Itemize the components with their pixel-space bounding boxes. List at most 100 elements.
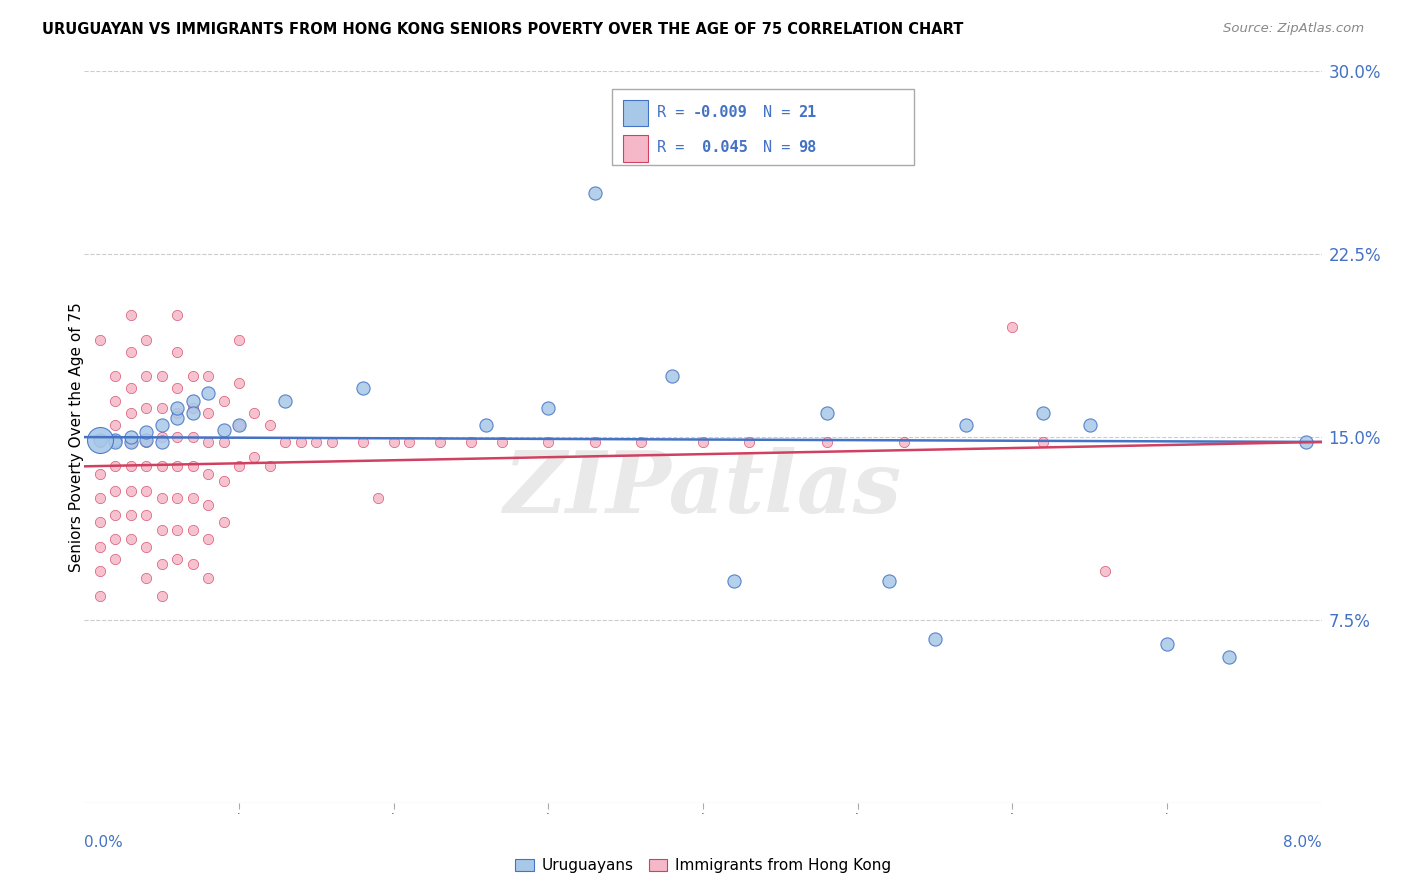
Point	[692, 434, 714, 449]
Point	[150, 430, 173, 444]
Point	[104, 393, 127, 408]
Point	[321, 434, 343, 449]
Point	[228, 459, 250, 474]
Point	[212, 474, 235, 488]
Point	[104, 533, 127, 547]
Point	[89, 589, 111, 603]
Point	[166, 344, 188, 359]
Point	[212, 393, 235, 408]
Point	[120, 406, 142, 420]
Point	[89, 434, 111, 449]
Point	[150, 434, 173, 449]
Point	[104, 459, 127, 474]
Text: 98: 98	[799, 140, 817, 155]
Point	[150, 417, 173, 432]
Point	[135, 572, 157, 586]
Point	[89, 516, 111, 530]
Point	[692, 88, 714, 103]
Point	[197, 533, 219, 547]
Point	[212, 423, 235, 437]
Point	[1156, 637, 1178, 651]
Point	[120, 434, 142, 449]
Point	[166, 308, 188, 322]
Point	[166, 552, 188, 566]
Point	[104, 483, 127, 498]
Point	[135, 540, 157, 554]
Point	[150, 589, 173, 603]
Point	[104, 508, 127, 522]
Point	[1032, 406, 1054, 420]
Point	[1218, 649, 1240, 664]
Point	[135, 483, 157, 498]
Point	[661, 369, 683, 384]
Point	[877, 574, 900, 588]
Point	[429, 434, 451, 449]
Point	[120, 533, 142, 547]
Point	[815, 406, 838, 420]
Point	[166, 410, 188, 425]
Point	[815, 434, 838, 449]
Point	[135, 401, 157, 415]
Text: N =: N =	[763, 104, 800, 120]
Point	[228, 417, 250, 432]
Text: URUGUAYAN VS IMMIGRANTS FROM HONG KONG SENIORS POVERTY OVER THE AGE OF 75 CORREL: URUGUAYAN VS IMMIGRANTS FROM HONG KONG S…	[42, 22, 963, 37]
Point	[89, 491, 111, 505]
Point	[104, 434, 127, 449]
Point	[197, 572, 219, 586]
Point	[630, 434, 652, 449]
Point	[243, 450, 266, 464]
Point	[104, 433, 127, 447]
Point	[150, 401, 173, 415]
Point	[135, 425, 157, 440]
Point	[150, 557, 173, 571]
Point	[104, 434, 127, 449]
Point	[166, 430, 188, 444]
Point	[181, 430, 204, 444]
Point	[135, 369, 157, 384]
Point	[166, 491, 188, 505]
Point	[274, 393, 297, 408]
Point	[89, 333, 111, 347]
Point	[120, 344, 142, 359]
Point	[723, 574, 745, 588]
Point	[166, 523, 188, 537]
Point	[228, 376, 250, 391]
Point	[150, 369, 173, 384]
Point	[352, 381, 374, 395]
Point	[290, 434, 312, 449]
Point	[104, 552, 127, 566]
Text: R =: R =	[657, 140, 693, 155]
Text: 21: 21	[799, 104, 817, 120]
Point	[181, 523, 204, 537]
Point	[274, 434, 297, 449]
Point	[135, 433, 157, 447]
Point	[197, 467, 219, 481]
Point	[166, 381, 188, 395]
Text: 8.0%: 8.0%	[1282, 836, 1322, 850]
Text: 0.045: 0.045	[693, 140, 748, 155]
Point	[104, 417, 127, 432]
Point	[367, 491, 389, 505]
Point	[89, 433, 111, 447]
Point	[166, 401, 188, 415]
Point	[924, 632, 946, 647]
Point	[89, 540, 111, 554]
Point	[259, 459, 281, 474]
Point	[738, 434, 761, 449]
Point	[120, 459, 142, 474]
Legend: Uruguayans, Immigrants from Hong Kong: Uruguayans, Immigrants from Hong Kong	[509, 852, 897, 880]
Point	[120, 483, 142, 498]
Point	[150, 523, 173, 537]
Point	[120, 381, 142, 395]
Point	[181, 459, 204, 474]
Point	[197, 369, 219, 384]
Point	[135, 459, 157, 474]
Point	[212, 434, 235, 449]
Point	[120, 308, 142, 322]
Point	[583, 186, 606, 201]
Point	[228, 333, 250, 347]
Point	[181, 406, 204, 420]
Point	[475, 417, 498, 432]
Point	[491, 434, 513, 449]
Point	[893, 434, 915, 449]
